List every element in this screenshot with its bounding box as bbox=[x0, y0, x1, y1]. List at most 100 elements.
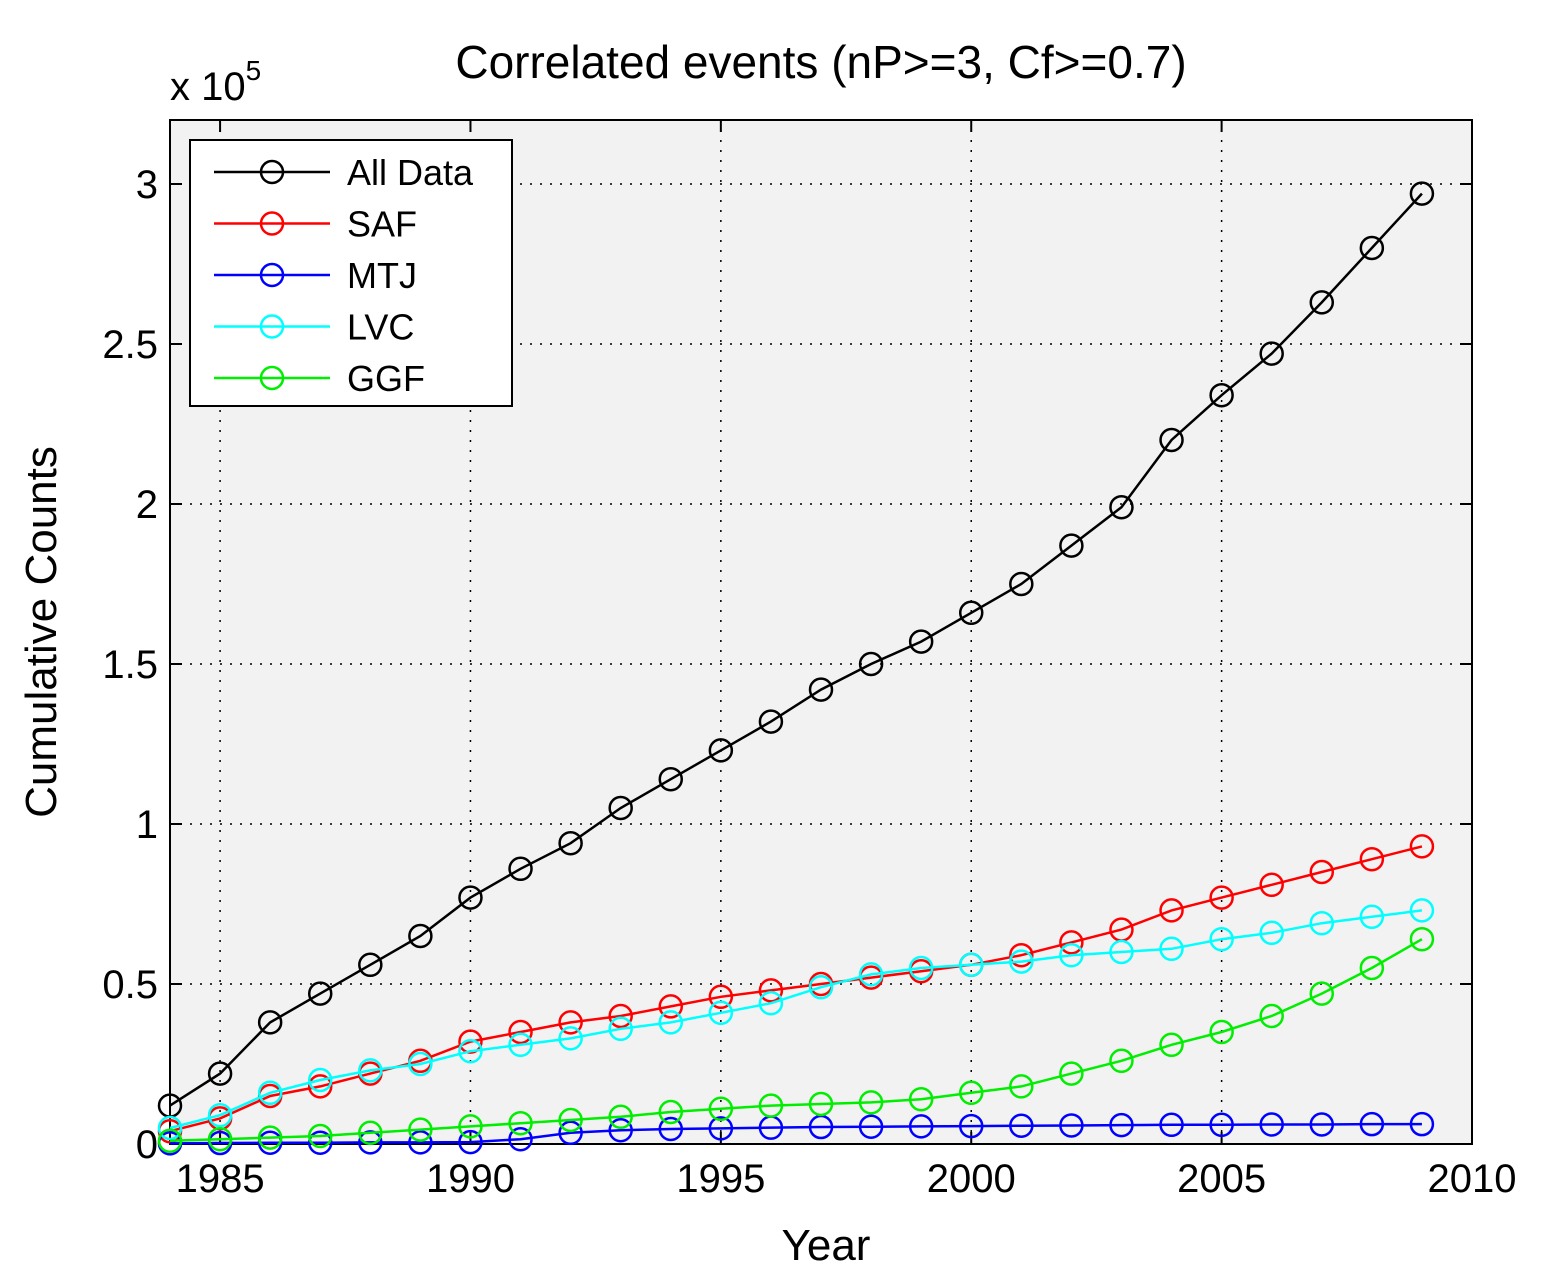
data-point-ggf bbox=[608, 1104, 633, 1130]
data-point-mtj bbox=[307, 1130, 333, 1155]
series-mtj bbox=[157, 1111, 1435, 1156]
legend-label: GGF bbox=[347, 358, 425, 399]
legend-marker bbox=[259, 211, 285, 236]
x-axis-title: Year bbox=[782, 1221, 871, 1270]
data-point-mtj bbox=[1159, 1112, 1184, 1138]
data-point-mtj bbox=[608, 1117, 633, 1143]
data-point-saf bbox=[558, 1010, 583, 1035]
data-point-lvc bbox=[1009, 949, 1034, 974]
data-point-ggf bbox=[508, 1110, 533, 1136]
data-point-all-data bbox=[608, 795, 633, 821]
data-point-ggf bbox=[708, 1096, 734, 1122]
data-point-all-data bbox=[1309, 290, 1335, 315]
legend-marker bbox=[259, 314, 285, 339]
data-point-lvc bbox=[257, 1080, 283, 1106]
data-point-lvc bbox=[157, 1115, 183, 1141]
legend-box bbox=[189, 139, 513, 407]
data-point-saf bbox=[1309, 859, 1335, 885]
data-point-all-data bbox=[1059, 533, 1084, 558]
data-point-mtj bbox=[1109, 1112, 1134, 1138]
data-point-lvc bbox=[307, 1067, 333, 1093]
data-point-lvc bbox=[758, 990, 784, 1016]
legend-entry-all-data: All Data bbox=[214, 152, 474, 193]
data-point-lvc bbox=[1309, 910, 1335, 936]
data-point-lvc bbox=[1259, 920, 1284, 946]
y-tick-label: 3 bbox=[136, 163, 158, 207]
data-point-ggf bbox=[1409, 926, 1435, 952]
data-point-ggf bbox=[307, 1123, 333, 1149]
legend: All Data SAF MTJ LVC GGF bbox=[189, 139, 513, 407]
series-line-ggf bbox=[169, 938, 1423, 1143]
data-point-mtj bbox=[1309, 1112, 1335, 1137]
data-point-ggf bbox=[207, 1126, 233, 1152]
data-point-mtj bbox=[658, 1116, 684, 1142]
data-point-lvc bbox=[808, 974, 834, 1000]
y-tick-label: 0 bbox=[136, 1123, 158, 1167]
data-point-saf bbox=[1209, 885, 1234, 910]
data-point-lvc bbox=[1159, 936, 1184, 962]
data-point-all-data bbox=[558, 830, 583, 856]
axis-ticks bbox=[170, 120, 1473, 1145]
data-point-lvc bbox=[708, 1000, 734, 1026]
y-tick-label: 0.5 bbox=[102, 963, 158, 1007]
data-point-lvc bbox=[608, 1016, 633, 1042]
data-point-mtj bbox=[358, 1130, 383, 1155]
data-point-ggf bbox=[1159, 1032, 1184, 1058]
data-point-all-data bbox=[358, 952, 383, 978]
data-point-saf bbox=[1259, 872, 1284, 898]
data-point-ggf bbox=[257, 1125, 283, 1150]
data-point-ggf bbox=[858, 1090, 884, 1115]
x-tick-labels: 1985 1990 1995 2000 2005 2010 bbox=[176, 1157, 1517, 1201]
legend-marker bbox=[259, 159, 285, 185]
data-point-ggf bbox=[1059, 1061, 1084, 1086]
legend-label: LVC bbox=[347, 307, 414, 348]
data-point-mtj bbox=[1059, 1113, 1084, 1138]
series-line-saf bbox=[169, 845, 1423, 1133]
data-point-all-data bbox=[408, 923, 433, 949]
data-point-all-data bbox=[1259, 341, 1284, 366]
data-point-saf bbox=[758, 978, 784, 1003]
data-point-mtj bbox=[908, 1114, 934, 1139]
data-point-ggf bbox=[157, 1128, 183, 1154]
data-point-mtj bbox=[1259, 1112, 1284, 1137]
legend-entry-mtj: MTJ bbox=[214, 255, 417, 296]
series-line-mtj bbox=[169, 1122, 1422, 1145]
data-point-all-data bbox=[257, 1010, 283, 1035]
data-point-all-data bbox=[958, 600, 984, 626]
series-layer bbox=[157, 181, 1435, 1156]
data-point-mtj bbox=[958, 1113, 984, 1139]
y-tick-label: 2 bbox=[136, 483, 158, 527]
data-point-all-data bbox=[658, 766, 684, 792]
y-tick-labels: 0 0.5 1 1.5 2 2.5 3 bbox=[102, 163, 158, 1167]
data-point-mtj bbox=[1409, 1111, 1435, 1137]
data-point-all-data bbox=[508, 856, 533, 882]
legend-label: All Data bbox=[347, 152, 474, 193]
data-point-mtj bbox=[408, 1130, 433, 1155]
data-point-saf bbox=[307, 1074, 333, 1099]
data-point-mtj bbox=[1009, 1113, 1034, 1139]
series-ggf bbox=[157, 926, 1435, 1154]
data-point-lvc bbox=[1409, 898, 1435, 923]
data-point-ggf bbox=[558, 1107, 583, 1133]
data-point-ggf bbox=[1209, 1019, 1234, 1045]
y-multiplier-exponent: 5 bbox=[246, 55, 262, 86]
data-point-saf bbox=[458, 1029, 483, 1054]
y-multiplier-base: x 10 bbox=[170, 65, 246, 109]
data-point-lvc bbox=[1109, 939, 1134, 965]
data-point-ggf bbox=[758, 1093, 784, 1118]
data-point-lvc bbox=[358, 1058, 383, 1083]
data-point-mtj bbox=[508, 1126, 533, 1152]
data-point-all-data bbox=[458, 885, 483, 910]
data-point-all-data bbox=[1209, 382, 1234, 408]
data-point-lvc bbox=[1209, 926, 1234, 952]
data-point-saf bbox=[508, 1019, 533, 1045]
x-tick-label: 1985 bbox=[176, 1157, 265, 1201]
data-point-saf bbox=[1409, 834, 1435, 859]
legend-entry-saf: SAF bbox=[214, 204, 417, 245]
data-point-lvc bbox=[858, 962, 884, 987]
data-point-mtj bbox=[1209, 1112, 1234, 1138]
data-point-ggf bbox=[1009, 1074, 1034, 1099]
data-point-lvc bbox=[408, 1051, 433, 1077]
data-point-ggf bbox=[908, 1086, 934, 1112]
